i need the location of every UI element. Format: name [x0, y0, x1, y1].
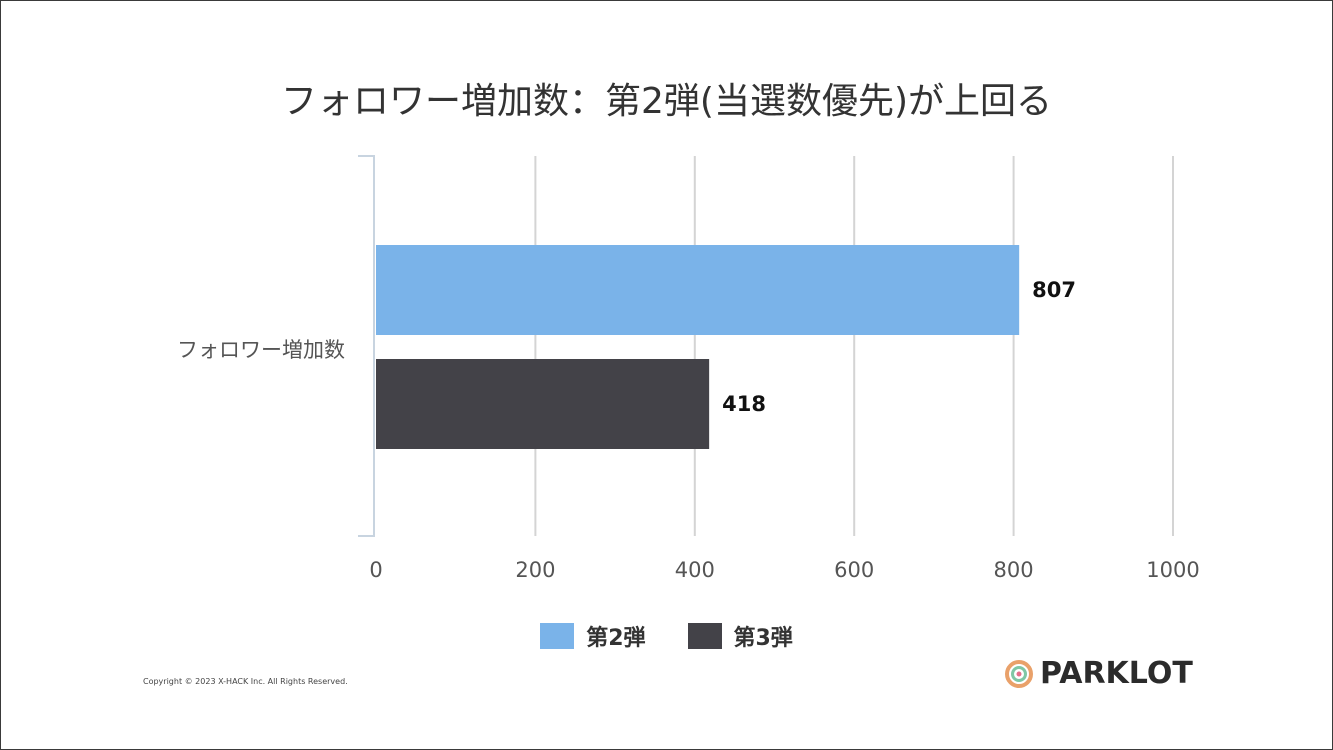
copyright-notice: Copyright © 2023 X-HACK Inc. All Rights … — [143, 677, 348, 686]
legend: 第2弾 第3弾 — [0, 620, 1333, 652]
logo-ring-icon — [1005, 659, 1033, 688]
bars — [376, 245, 1020, 449]
legend-label: 第3弾 — [733, 626, 793, 651]
gridlines — [534, 156, 1174, 536]
parklot-logo: PARKLOT — [1004, 656, 1193, 691]
logo-text: PARKLOT — [1040, 656, 1193, 691]
tick-label: 400 — [675, 558, 715, 582]
tick-label: 200 — [515, 558, 555, 582]
data-label: 418 — [722, 392, 766, 416]
category-label: フォロワー増加数 — [177, 338, 345, 362]
y-axis-bracket — [358, 155, 375, 537]
data-label: 807 — [1032, 278, 1076, 302]
bar-1 — [376, 245, 1020, 335]
legend-item-series-1: 第2弾 — [540, 620, 646, 652]
legend-item-series-2: 第3弾 — [687, 620, 793, 652]
legend-swatch — [687, 623, 722, 649]
legend-label: 第2弾 — [586, 626, 646, 651]
tick-label: 800 — [994, 558, 1034, 582]
bar-2 — [376, 359, 710, 449]
chart-title: フォロワー増加数：第2弾(当選数優先)が上回る — [281, 81, 1052, 122]
tick-label: 600 — [834, 558, 874, 582]
value-labels: 807 418 — [722, 278, 1076, 416]
tick-label: 0 — [369, 558, 382, 582]
legend-swatch — [540, 623, 575, 649]
tick-label: 1000 — [1146, 558, 1199, 582]
x-tick-labels: 0 200 400 600 800 1000 — [369, 558, 1199, 582]
